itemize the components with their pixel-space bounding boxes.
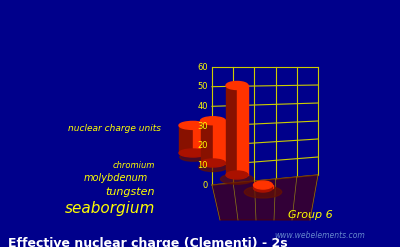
Polygon shape (212, 175, 318, 220)
Polygon shape (200, 121, 213, 163)
Text: 60: 60 (197, 62, 208, 71)
Ellipse shape (179, 149, 207, 157)
Text: 0: 0 (203, 181, 208, 189)
Text: chromium: chromium (113, 161, 155, 169)
Polygon shape (213, 121, 226, 163)
Text: Effective nuclear charge (Clementi) - 2s: Effective nuclear charge (Clementi) - 2s (8, 237, 288, 247)
Text: 20: 20 (198, 141, 208, 150)
Text: 40: 40 (198, 102, 208, 111)
Ellipse shape (244, 186, 282, 198)
Ellipse shape (199, 163, 227, 172)
Polygon shape (193, 125, 207, 153)
Ellipse shape (179, 122, 207, 129)
Text: 50: 50 (198, 82, 208, 91)
Polygon shape (237, 85, 248, 175)
Polygon shape (212, 67, 318, 185)
Ellipse shape (254, 184, 272, 192)
Text: seaborgium: seaborgium (65, 201, 155, 215)
Ellipse shape (226, 171, 248, 179)
Text: 10: 10 (198, 161, 208, 170)
Polygon shape (263, 185, 272, 188)
Ellipse shape (220, 174, 254, 184)
Text: molybdenum: molybdenum (84, 173, 148, 183)
Polygon shape (226, 85, 237, 175)
Ellipse shape (200, 159, 226, 167)
Polygon shape (179, 125, 193, 153)
Text: www.webelements.com: www.webelements.com (275, 230, 365, 240)
Text: tungsten: tungsten (106, 187, 155, 197)
Text: Group 6: Group 6 (288, 210, 332, 220)
Text: 30: 30 (197, 122, 208, 130)
Ellipse shape (200, 117, 226, 125)
Ellipse shape (226, 82, 248, 89)
Polygon shape (254, 185, 263, 188)
Ellipse shape (254, 181, 272, 189)
Text: nuclear charge units: nuclear charge units (68, 124, 162, 132)
Ellipse shape (180, 153, 206, 161)
